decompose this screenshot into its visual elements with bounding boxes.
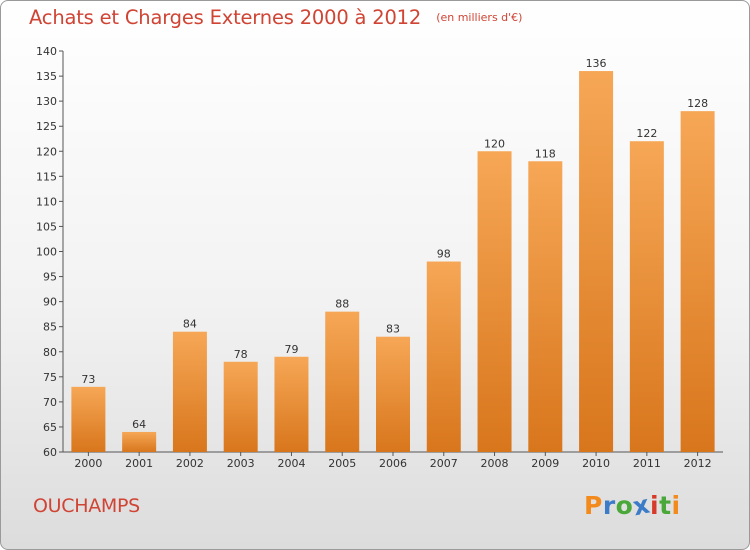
y-tick-label: 70 <box>43 396 57 409</box>
y-tick-label: 140 <box>36 45 57 58</box>
y-tick-label: 130 <box>36 95 57 108</box>
x-tick-label: 2008 <box>481 457 509 470</box>
x-tick-label: 2005 <box>328 457 356 470</box>
x-tick-label: 2001 <box>125 457 153 470</box>
y-axis: 60 65 70 75 80 85 90 95 100 105 110 115 120 125 130 135… <box>36 45 64 459</box>
x-tick-label: 2009 <box>531 457 559 470</box>
y-tick-label: 90 <box>43 296 57 309</box>
data-label-2010: 136 <box>586 57 607 70</box>
proxiti-logo[interactable]: Proxiti <box>584 490 681 522</box>
x-tick-label: 2006 <box>379 457 407 470</box>
bar-2007 <box>426 261 461 452</box>
y-tick-label: 60 <box>43 446 57 459</box>
chart-unit: (en milliers d'€) <box>436 11 523 24</box>
logo-letter: t <box>659 491 672 520</box>
y-tick-label: 85 <box>43 321 57 334</box>
data-label-2004: 79 <box>284 343 298 356</box>
x-tick-label: 2002 <box>176 457 204 470</box>
data-label-2005: 88 <box>335 298 349 311</box>
data-label-2000: 73 <box>81 373 95 386</box>
logo-letter: i <box>650 491 660 520</box>
y-tick-label: 125 <box>36 120 57 133</box>
y-tick-label: 120 <box>36 145 57 158</box>
data-label-2008: 120 <box>484 137 505 150</box>
x-tick-label: 2007 <box>430 457 458 470</box>
bar-2005 <box>325 311 360 452</box>
x-tick-label: 2000 <box>74 457 102 470</box>
bar-2012 <box>680 111 715 453</box>
bar-2004 <box>274 356 309 452</box>
data-label-2007: 98 <box>437 248 451 261</box>
x-tick-label: 2012 <box>684 457 712 470</box>
logo-letter: i <box>671 491 681 520</box>
chart-title: Achats et Charges Externes 2000 à 2012 <box>29 6 422 29</box>
x-axis: 2000 2001 2002 2003 2004 2005 2006 2007 2008 2009… <box>63 451 723 470</box>
data-label-2002: 84 <box>183 318 197 331</box>
bar-2011 <box>629 141 664 452</box>
y-tick-label: 75 <box>43 371 57 384</box>
x-tick-label: 2004 <box>277 457 305 470</box>
bar-2010 <box>579 71 614 453</box>
y-tick-label: 65 <box>43 421 57 434</box>
bar-2002 <box>172 331 207 452</box>
y-tick-label: 95 <box>43 271 57 284</box>
x-tick-label: 2003 <box>227 457 255 470</box>
y-tick-label: 115 <box>36 170 57 183</box>
commune-name: OUCHAMPS <box>33 495 140 517</box>
x-tick-label: 2010 <box>582 457 610 470</box>
logo-letter: o <box>615 491 634 520</box>
y-tick-label: 135 <box>36 70 57 83</box>
data-label-2009: 118 <box>535 147 556 160</box>
bar-2006 <box>376 336 410 452</box>
data-label-2006: 83 <box>386 323 400 336</box>
x-tick-label: 2011 <box>633 457 661 470</box>
bar-2003 <box>223 361 258 452</box>
title-row: Achats et Charges Externes 2000 à 2012 (… <box>29 6 522 29</box>
bars <box>71 71 715 453</box>
data-labels: 73 64 84 78 79 88 83 98 120 118 136 122 128 <box>81 57 708 431</box>
y-tick-label: 105 <box>36 220 57 233</box>
y-tick-label: 80 <box>43 346 57 359</box>
logo-letter: P <box>584 491 603 520</box>
data-label-2003: 78 <box>234 348 248 361</box>
logo-letter: r <box>602 491 616 520</box>
y-tick-label: 110 <box>36 195 57 208</box>
bar-2009 <box>528 161 563 452</box>
y-tick-label: 100 <box>36 246 57 259</box>
data-label-2012: 128 <box>687 97 708 110</box>
bar-2000 <box>71 386 106 452</box>
bar-2001 <box>122 431 157 452</box>
data-label-2011: 122 <box>636 127 657 140</box>
data-label-2001: 64 <box>132 418 146 431</box>
bar-2008 <box>477 151 512 452</box>
